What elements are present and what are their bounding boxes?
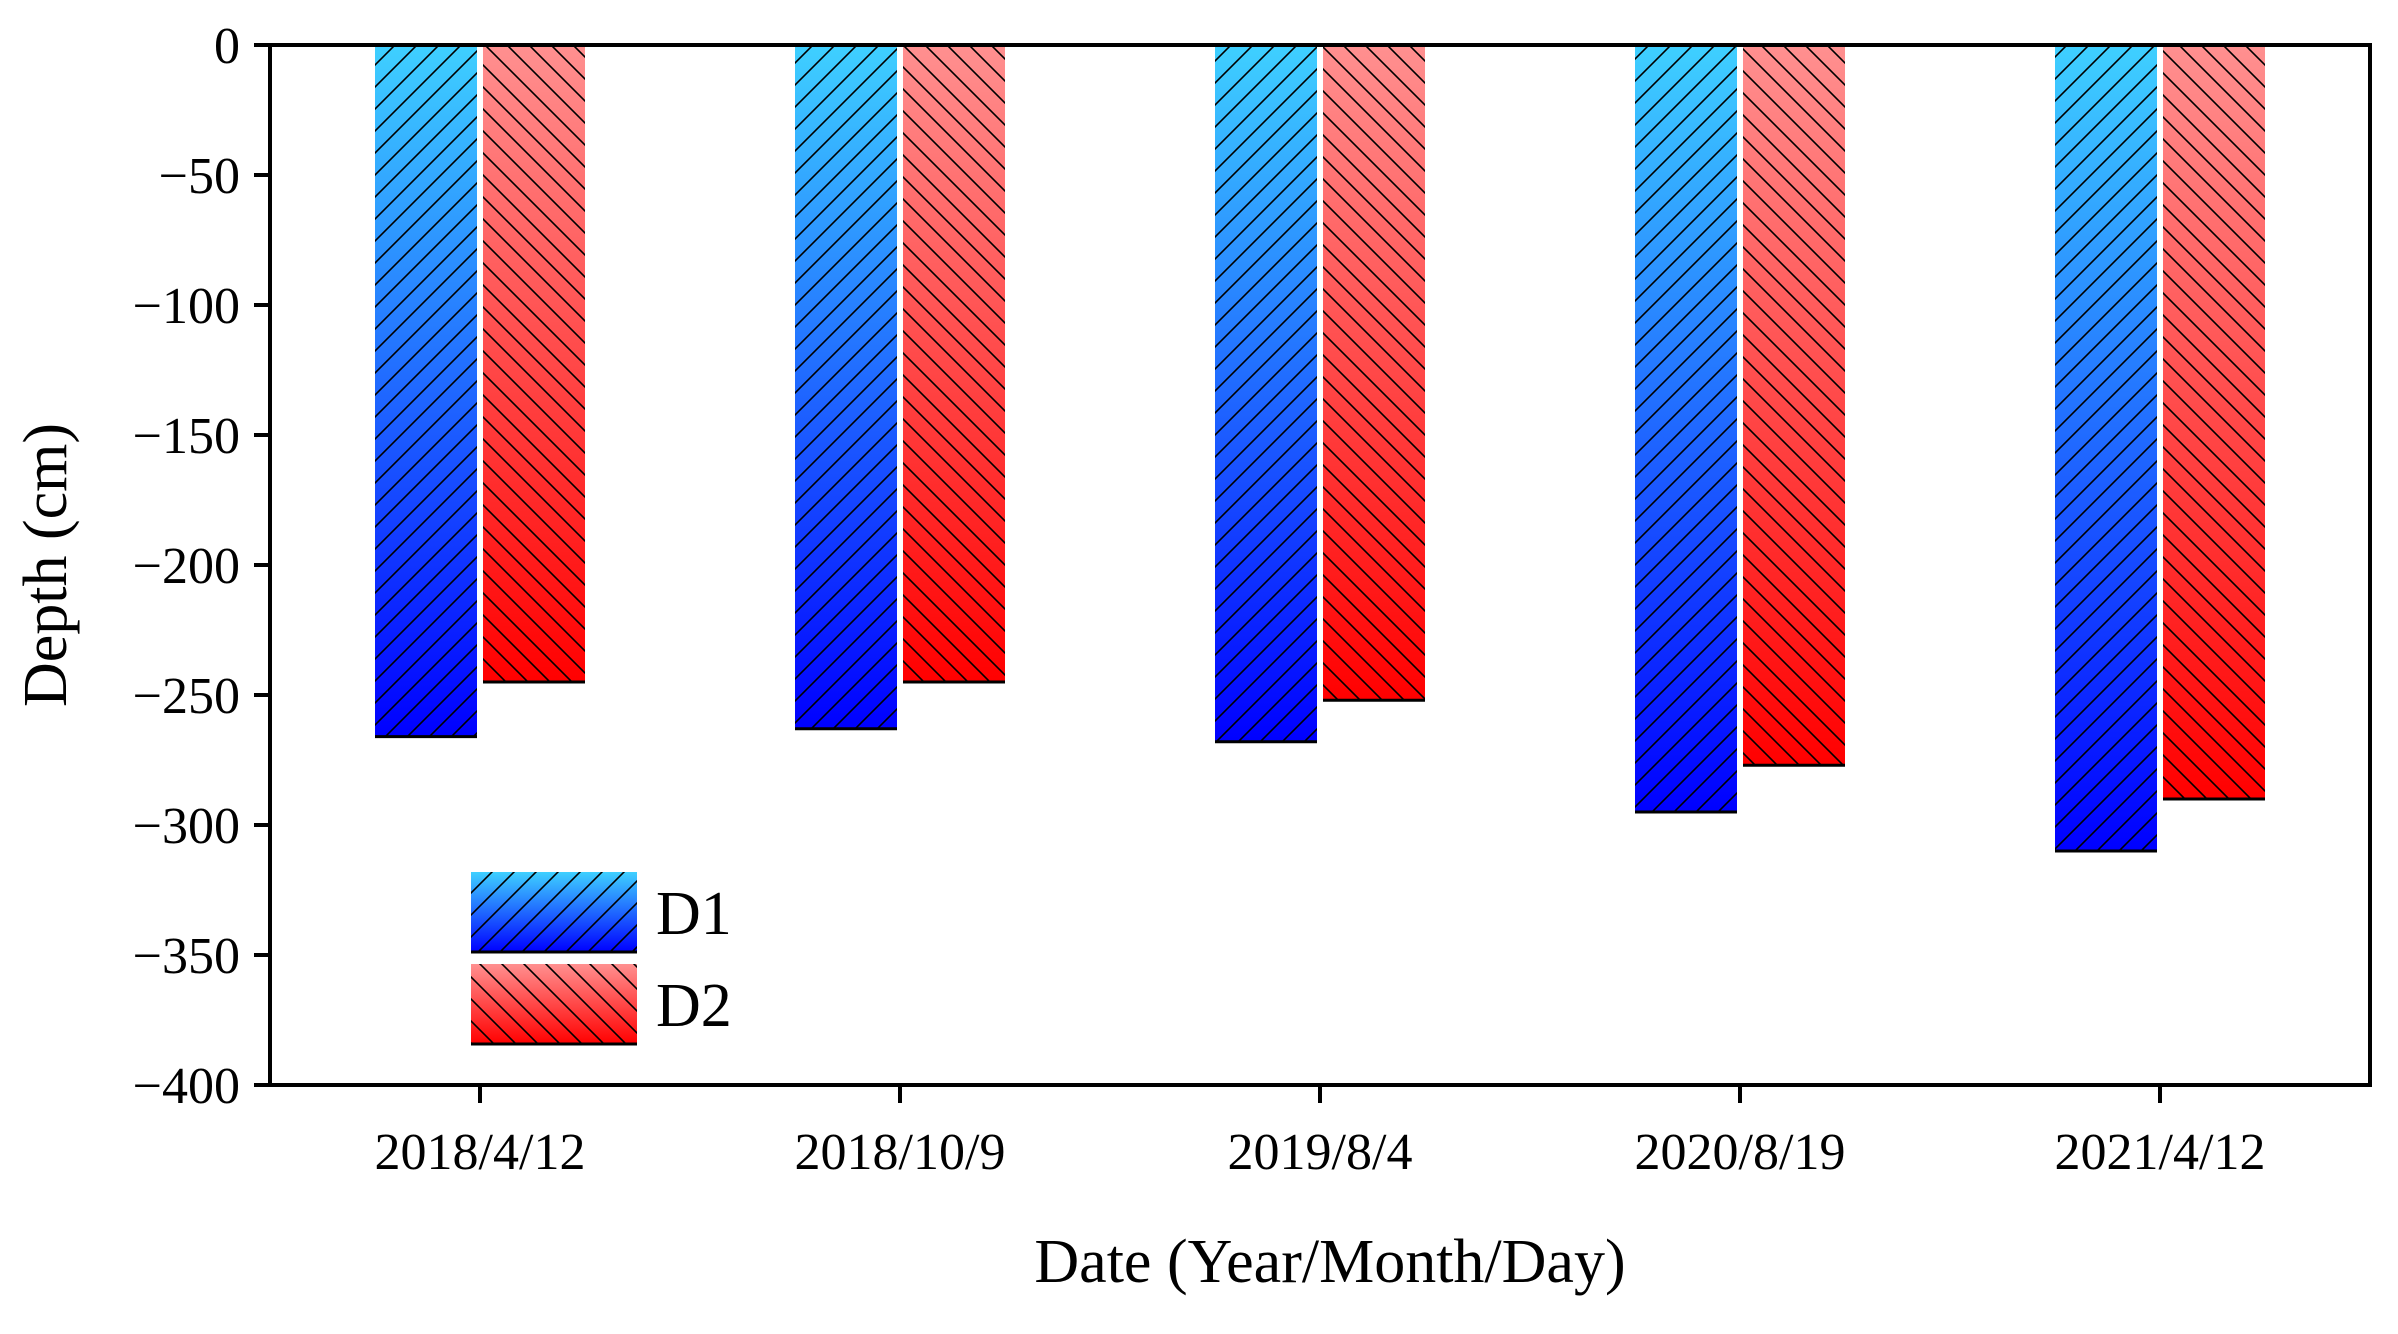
bar-d2: [1323, 45, 1425, 702]
legend-swatch-d2: [471, 964, 637, 1046]
y-tick-label: −400: [133, 1058, 240, 1115]
x-tick-label: 2018/4/12: [375, 1124, 586, 1181]
y-tick-label: −100: [133, 278, 240, 335]
bar-d2: [903, 45, 1005, 684]
x-axis: 2018/4/12 2018/10/9 2019/8/4 2020/8/19 2021/…: [375, 1085, 2266, 1181]
x-tick-label: 2021/4/12: [2055, 1124, 2266, 1181]
y-tick-label: −250: [133, 668, 240, 725]
legend-swatch-d1: [471, 872, 637, 954]
bar-d2: [1743, 45, 1845, 767]
bar-d1: [1215, 45, 1317, 744]
y-tick-label: −350: [133, 928, 240, 985]
y-axis-title: Depth (cm): [12, 423, 80, 707]
x-tick-label: 2019/8/4: [1228, 1124, 1413, 1181]
y-tick-label: −300: [133, 798, 240, 855]
bars-layer: [375, 45, 2265, 853]
y-tick-label: 0: [214, 18, 240, 75]
x-axis-title: Date (Year/Month/Day): [1034, 1228, 1625, 1296]
bar-d1: [795, 45, 897, 731]
legend-label-d2: D2: [656, 972, 732, 1040]
y-tick-label: −50: [159, 148, 240, 205]
legend-label-d1: D1: [656, 880, 732, 948]
bar-d1: [2055, 45, 2157, 853]
y-tick-label: −200: [133, 538, 240, 595]
x-tick-label: 2020/8/19: [1635, 1124, 1846, 1181]
y-axis: 0 −50 −100 −150 −200 −250 −300 −350 −400: [133, 18, 270, 1115]
bar-d2: [483, 45, 585, 684]
bar-d1: [375, 45, 477, 739]
y-tick-label: −150: [133, 408, 240, 465]
x-tick-label: 2018/10/9: [795, 1124, 1006, 1181]
bar-d1: [1635, 45, 1737, 814]
bar-d2: [2163, 45, 2265, 801]
